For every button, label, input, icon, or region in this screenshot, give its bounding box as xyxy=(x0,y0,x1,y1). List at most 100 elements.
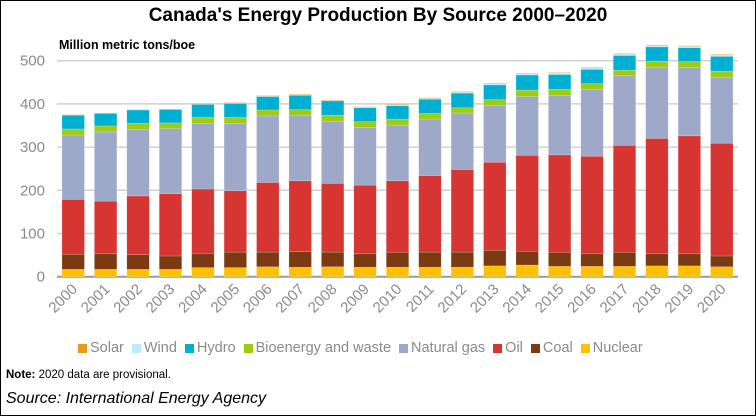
chart-plot: 0 100 200 300 400 500 200020012002200320042005… xyxy=(20,44,738,317)
bar-segment-solar xyxy=(613,53,636,55)
bar-segment-coal xyxy=(677,253,701,267)
bar-segment-nuclear xyxy=(386,266,409,277)
bar-segment-oil xyxy=(580,155,604,255)
bar-segment-natural-gas xyxy=(94,131,118,202)
bar-segment-natural-gas xyxy=(515,96,539,156)
bar-segment-oil xyxy=(710,142,734,257)
bar-segment-bioenergy-and-waste xyxy=(126,123,150,130)
bar-segment-bioenergy-and-waste xyxy=(353,121,377,128)
x-tick-label: 2019 xyxy=(662,281,698,317)
bar-segment-solar xyxy=(288,94,312,96)
bar-segment-natural-gas xyxy=(386,124,409,182)
bar-segment-oil xyxy=(645,138,669,255)
bar-segment-bioenergy-and-waste xyxy=(386,118,409,126)
bar-segment-hydro xyxy=(353,107,377,122)
bar-segment-hydro xyxy=(223,103,247,118)
y-tick-label: 200 xyxy=(20,182,45,199)
bar-segment-bioenergy-and-waste xyxy=(256,109,280,117)
bar-segment-solar xyxy=(483,82,507,85)
bar-segment-natural-gas xyxy=(418,118,442,176)
bar-segment-bioenergy-and-waste xyxy=(61,128,85,136)
x-tick-label: 2015 xyxy=(532,281,568,317)
bar-segment-coal xyxy=(386,252,409,268)
legend-item: Solar xyxy=(78,340,124,356)
bar-segment-nuclear xyxy=(418,266,442,277)
bar-segment-oil xyxy=(256,182,280,253)
source: Source: International Energy Agency xyxy=(6,390,267,407)
bar-segment-solar xyxy=(677,45,701,47)
bar-segment-nuclear xyxy=(548,266,572,277)
y-tick-label: 0 xyxy=(37,269,45,286)
bar-segment-nuclear xyxy=(483,265,507,277)
bar-segment-bioenergy-and-waste xyxy=(450,107,474,114)
bar-segment-natural-gas xyxy=(483,104,507,163)
bar-segment-oil xyxy=(386,180,409,253)
bar-segment-natural-gas xyxy=(580,88,604,157)
bar-segment-coal xyxy=(515,250,539,266)
bar-segment-nuclear xyxy=(580,266,604,277)
bar-segment-solar xyxy=(223,102,247,104)
legend-label: Bioenergy and waste xyxy=(255,340,392,356)
bar-segment-coal xyxy=(159,255,182,270)
bar-segment-oil xyxy=(126,195,150,255)
bar-segment-bioenergy-and-waste xyxy=(191,117,215,125)
bar-segment-solar xyxy=(191,103,215,105)
bar-segment-natural-gas xyxy=(159,128,182,195)
legend: Solar Wind Hydro Bioenergy and waste Natural… xyxy=(78,340,643,356)
legend-swatch xyxy=(580,343,590,353)
bar-segment-natural-gas xyxy=(191,123,215,190)
note-label: Note: xyxy=(6,369,36,381)
bar-segment-hydro xyxy=(386,105,409,120)
bar-segment-hydro xyxy=(677,47,701,62)
bar-segment-solar xyxy=(321,99,345,101)
bar-segment-nuclear xyxy=(191,267,215,277)
bar-segment-oil xyxy=(483,161,507,251)
y-tick-label: 300 xyxy=(20,139,45,156)
y-tick-label: 400 xyxy=(20,96,45,113)
bar-segment-oil xyxy=(321,183,345,253)
y-axis-unit-label: Million metric tons/boe xyxy=(59,38,196,52)
legend-label: Oil xyxy=(505,340,523,356)
bar-segment-natural-gas xyxy=(256,115,280,183)
legend-label: Coal xyxy=(542,340,573,356)
legend-label: Natural gas xyxy=(411,340,486,356)
bar-segment-hydro xyxy=(61,114,85,130)
bar-segment-natural-gas xyxy=(677,67,701,137)
bar-segment-coal xyxy=(94,253,118,270)
bar-segment-nuclear xyxy=(321,266,345,277)
x-tick-label: 2014 xyxy=(499,281,535,317)
legend-item: Oil xyxy=(493,340,523,356)
bar-segment-bioenergy-and-waste xyxy=(288,109,312,116)
bar-segment-hydro xyxy=(548,74,572,90)
bar-segment-nuclear xyxy=(450,266,474,277)
bar-segment-coal xyxy=(645,253,669,267)
bar-segment-bioenergy-and-waste xyxy=(321,114,345,122)
bar-segment-hydro xyxy=(483,84,507,100)
bar-segment-oil xyxy=(61,199,85,255)
x-tick-label: 2002 xyxy=(110,281,146,317)
bar-segment-hydro xyxy=(645,46,669,62)
x-tick-label: 2013 xyxy=(467,281,503,317)
bar-segment-nuclear xyxy=(159,269,182,277)
bar-segment-solar xyxy=(548,72,572,74)
bar-segment-hydro xyxy=(256,96,280,111)
bar-segment-bioenergy-and-waste xyxy=(645,60,669,68)
bar-segment-coal xyxy=(256,251,280,268)
bar-segment-bioenergy-and-waste xyxy=(223,117,247,125)
bar-segment-wind xyxy=(613,53,636,56)
x-tick-label: 2001 xyxy=(78,281,114,317)
x-tick-label: 2006 xyxy=(240,281,276,317)
bar-segment-oil xyxy=(548,154,572,253)
legend-swatch xyxy=(493,343,503,353)
bar-segment-nuclear xyxy=(288,266,312,277)
bar-segment-coal xyxy=(548,252,572,267)
bar-segment-solar xyxy=(645,44,669,46)
bar-segment-bioenergy-and-waste xyxy=(483,99,507,106)
bar-segment-bioenergy-and-waste xyxy=(515,89,539,97)
x-tick-label: 2017 xyxy=(597,281,633,317)
legend-swatch xyxy=(184,343,194,353)
bar-segment-coal xyxy=(613,252,636,267)
bar-segment-bioenergy-and-waste xyxy=(677,61,701,68)
legend-swatch xyxy=(530,343,540,353)
bar-segment-solar xyxy=(353,106,377,108)
